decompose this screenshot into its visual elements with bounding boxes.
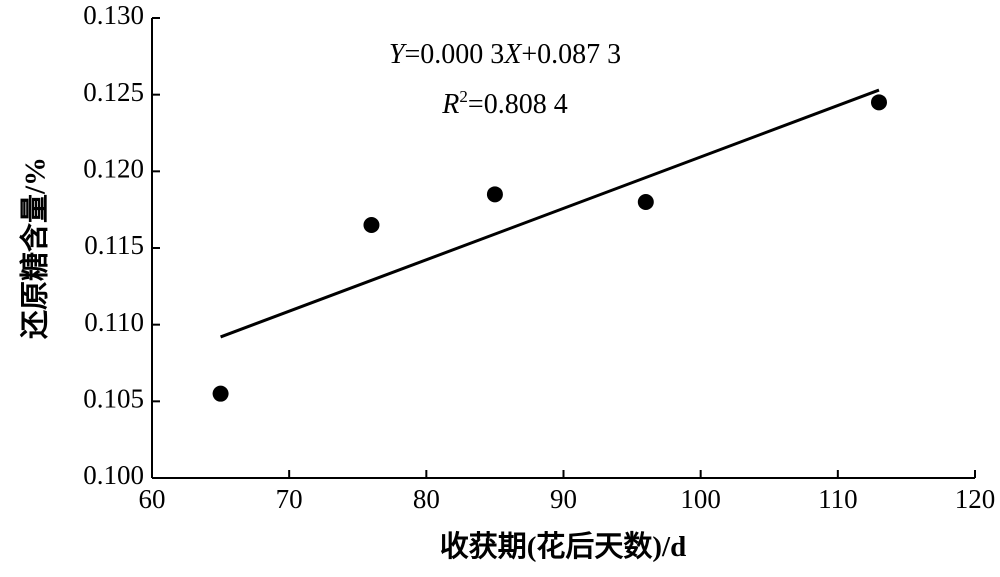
y-tick-label: 0.130 — [83, 0, 144, 30]
point — [637, 194, 654, 210]
y-tick-label: 0.110 — [84, 307, 144, 337]
x-tick-label: 100 — [680, 484, 721, 514]
trendline — [220, 88, 880, 339]
y-tick-label: 0.120 — [83, 154, 144, 184]
equation-part: Y — [389, 39, 408, 70]
r2-part: R — [441, 89, 459, 120]
equation-part: +0.087 3 — [521, 39, 621, 70]
y-tick-label: 0.115 — [84, 230, 144, 260]
x-tick-label: 80 — [413, 484, 440, 514]
equation-part: =0.000 3 — [404, 39, 504, 70]
x-tick-label: 60 — [139, 484, 166, 514]
r-squared: R2=0.808 4 — [441, 87, 567, 120]
x-tick-label: 90 — [550, 484, 577, 514]
y-tick-label: 0.105 — [83, 384, 144, 414]
r2-part: =0.808 4 — [468, 89, 568, 120]
equation: Y=0.000 3X+0.087 3 — [389, 39, 621, 70]
r2-part: 2 — [459, 87, 468, 106]
point — [870, 94, 887, 111]
point — [486, 186, 503, 203]
y-tick-label: 0.125 — [83, 77, 144, 107]
y-tick-label: 0.100 — [83, 460, 144, 490]
x-tick-label: 110 — [818, 484, 858, 514]
x-axis-title: 收获期(花后天数)/d — [440, 530, 687, 563]
x-tick-label: 120 — [955, 484, 996, 514]
equation-part: X — [503, 39, 522, 70]
y-axis-title: 还原糖含量/% — [18, 157, 52, 339]
x-tick-label: 70 — [276, 484, 303, 514]
point — [212, 385, 229, 402]
point — [363, 217, 380, 233]
